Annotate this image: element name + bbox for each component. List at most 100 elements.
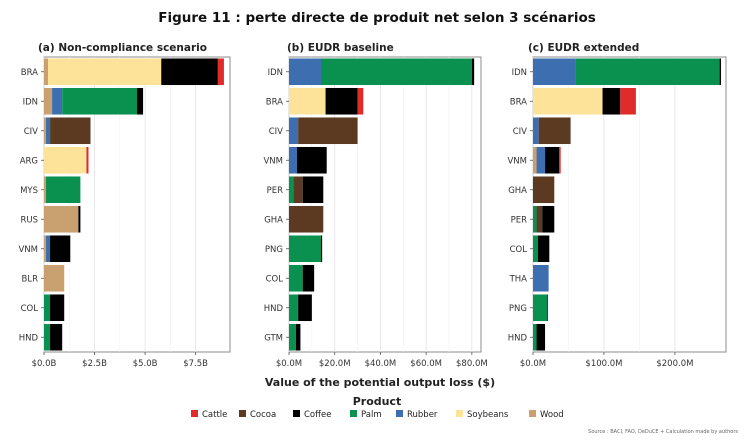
category-label-civ: CIV: [24, 127, 38, 137]
legend-label-wood: Wood: [540, 410, 564, 420]
category-label-hnd: HND: [264, 304, 284, 314]
bar-idn-rubber: [52, 87, 63, 115]
legend-swatch-coffee: [293, 410, 300, 417]
category-label-tha: THA: [509, 274, 528, 284]
bar-vnm-wood: [533, 146, 537, 174]
bar-vnm-wood: [44, 235, 47, 263]
bar-idn-rubber: [533, 58, 576, 86]
legend-label-coffee: Coffee: [304, 410, 331, 420]
bar-vnm-coffee: [50, 235, 71, 263]
bar-rus-wood: [44, 205, 79, 233]
x-axis-label: Value of the potential output loss ($): [265, 376, 495, 389]
x-tick-label: $40.0M: [365, 359, 397, 369]
bar-bra-soybeans: [48, 58, 162, 86]
bar-blr-wood: [44, 264, 65, 292]
category-label-mys: MYS: [20, 186, 38, 196]
legend-title: Product: [353, 395, 402, 408]
bar-png-palm: [289, 235, 321, 263]
bar-png-coffee: [547, 294, 548, 322]
bar-idn-coffee: [137, 87, 144, 115]
bar-per-palm: [289, 176, 294, 204]
x-tick-label: $2.5B: [82, 359, 107, 369]
bar-bra-coffee: [325, 87, 358, 115]
panel-title: (c) EUDR extended: [528, 42, 639, 54]
category-label-png: PNG: [509, 304, 527, 314]
x-tick-label: $200.0M: [656, 359, 693, 369]
category-label-blr: BLR: [22, 274, 39, 284]
x-tick-label: $100.0M: [585, 359, 622, 369]
legend-swatch-rubber: [396, 410, 403, 417]
category-label-gtm: GTM: [264, 333, 283, 343]
legend: Cattle Cocoa Coffee Palm Rubber Soybeans Wood: [191, 410, 564, 420]
bar-per-coffee: [302, 176, 324, 204]
bar-hnd-coffee: [298, 294, 312, 322]
legend-label-cattle: Cattle: [202, 410, 227, 420]
bar-idn-wood: [44, 87, 53, 115]
category-label-bra: BRA: [510, 97, 527, 107]
category-label-civ: CIV: [269, 127, 283, 137]
bar-vnm-coffee: [297, 146, 327, 174]
panel-eudr-extended: (c) EUDR extended $0.0M $100.0M $200.0M IDN B…: [507, 42, 727, 369]
bar-arg-soybeans: [44, 146, 87, 174]
bar-hnd-palm: [289, 294, 299, 322]
bar-col-palm: [289, 264, 303, 292]
category-label-bra: BRA: [21, 68, 38, 78]
category-label-per: PER: [267, 186, 283, 196]
category-label-bra: BRA: [266, 97, 283, 107]
bar-idn-rubber: [289, 58, 321, 86]
bar-idn-coffee: [471, 58, 475, 86]
bar-bra-cattle: [357, 87, 364, 115]
category-label-png: PNG: [265, 245, 283, 255]
bar-vnm-rubber: [289, 146, 297, 174]
x-tick-label: $7.5B: [183, 359, 208, 369]
x-tick-label: $60.0M: [410, 359, 442, 369]
bar-civ-wood: [44, 117, 47, 145]
bar-col-palm: [533, 235, 538, 263]
category-label-civ: CIV: [513, 127, 527, 137]
bar-bra-cattle: [217, 58, 224, 86]
legend-swatch-soybeans: [456, 410, 463, 417]
category-label-vnm: VNM: [507, 156, 527, 166]
bar-vnm-rubber: [536, 146, 546, 174]
bar-idn-palm: [321, 58, 472, 86]
bar-idn-palm: [575, 58, 720, 86]
category-label-col: COL: [21, 304, 39, 314]
bar-col-palm: [44, 294, 51, 322]
bar-tha-rubber: [533, 264, 549, 292]
bar-civ-rubber: [46, 117, 51, 145]
bar-png-palm: [533, 294, 548, 322]
source-note: Source : BACI, FAO, DeDuCE + Calculation…: [588, 429, 738, 435]
bar-per-coffee: [542, 205, 555, 233]
category-label-col: COL: [266, 274, 284, 284]
x-tick-label: $0.0M: [276, 359, 302, 369]
bar-vnm-rubber: [46, 235, 51, 263]
legend-swatch-palm: [350, 410, 357, 417]
bar-gha-cocoa: [289, 205, 324, 233]
legend-label-rubber: Rubber: [407, 410, 438, 420]
bar-hnd-palm: [44, 323, 51, 351]
bar-bra-cattle: [620, 87, 636, 115]
bar-col-coffee: [50, 294, 65, 322]
bar-civ-cocoa: [538, 117, 571, 145]
category-label-idn: IDN: [268, 68, 283, 78]
category-label-rus: RUS: [20, 215, 38, 225]
panel-eudr-baseline: (b) EUDR baseline $0.0M $20.0M $40.0M $60.0M…: [263, 42, 487, 369]
category-label-idn: IDN: [23, 97, 38, 107]
bar-per-palm: [533, 205, 537, 233]
bar-per-cocoa: [293, 176, 303, 204]
x-tick-label: $20.0M: [319, 359, 351, 369]
bar-civ-rubber: [289, 117, 299, 145]
x-tick-label: $0.0M: [520, 359, 546, 369]
panel-title: (b) EUDR baseline: [287, 42, 394, 54]
bar-mys-palm: [46, 176, 81, 204]
x-tick-label: $0.0B: [32, 359, 57, 369]
bar-col-coffee: [537, 235, 550, 263]
bar-bra-coffee: [161, 58, 218, 86]
panel-title: (a) Non-compliance scenario: [38, 42, 207, 54]
bar-rus-coffee: [78, 205, 81, 233]
bar-hnd-coffee: [50, 323, 63, 351]
category-label-per: PER: [511, 215, 527, 225]
bar-vnm-cattle: [559, 146, 561, 174]
x-tick-label: $5.0B: [133, 359, 158, 369]
